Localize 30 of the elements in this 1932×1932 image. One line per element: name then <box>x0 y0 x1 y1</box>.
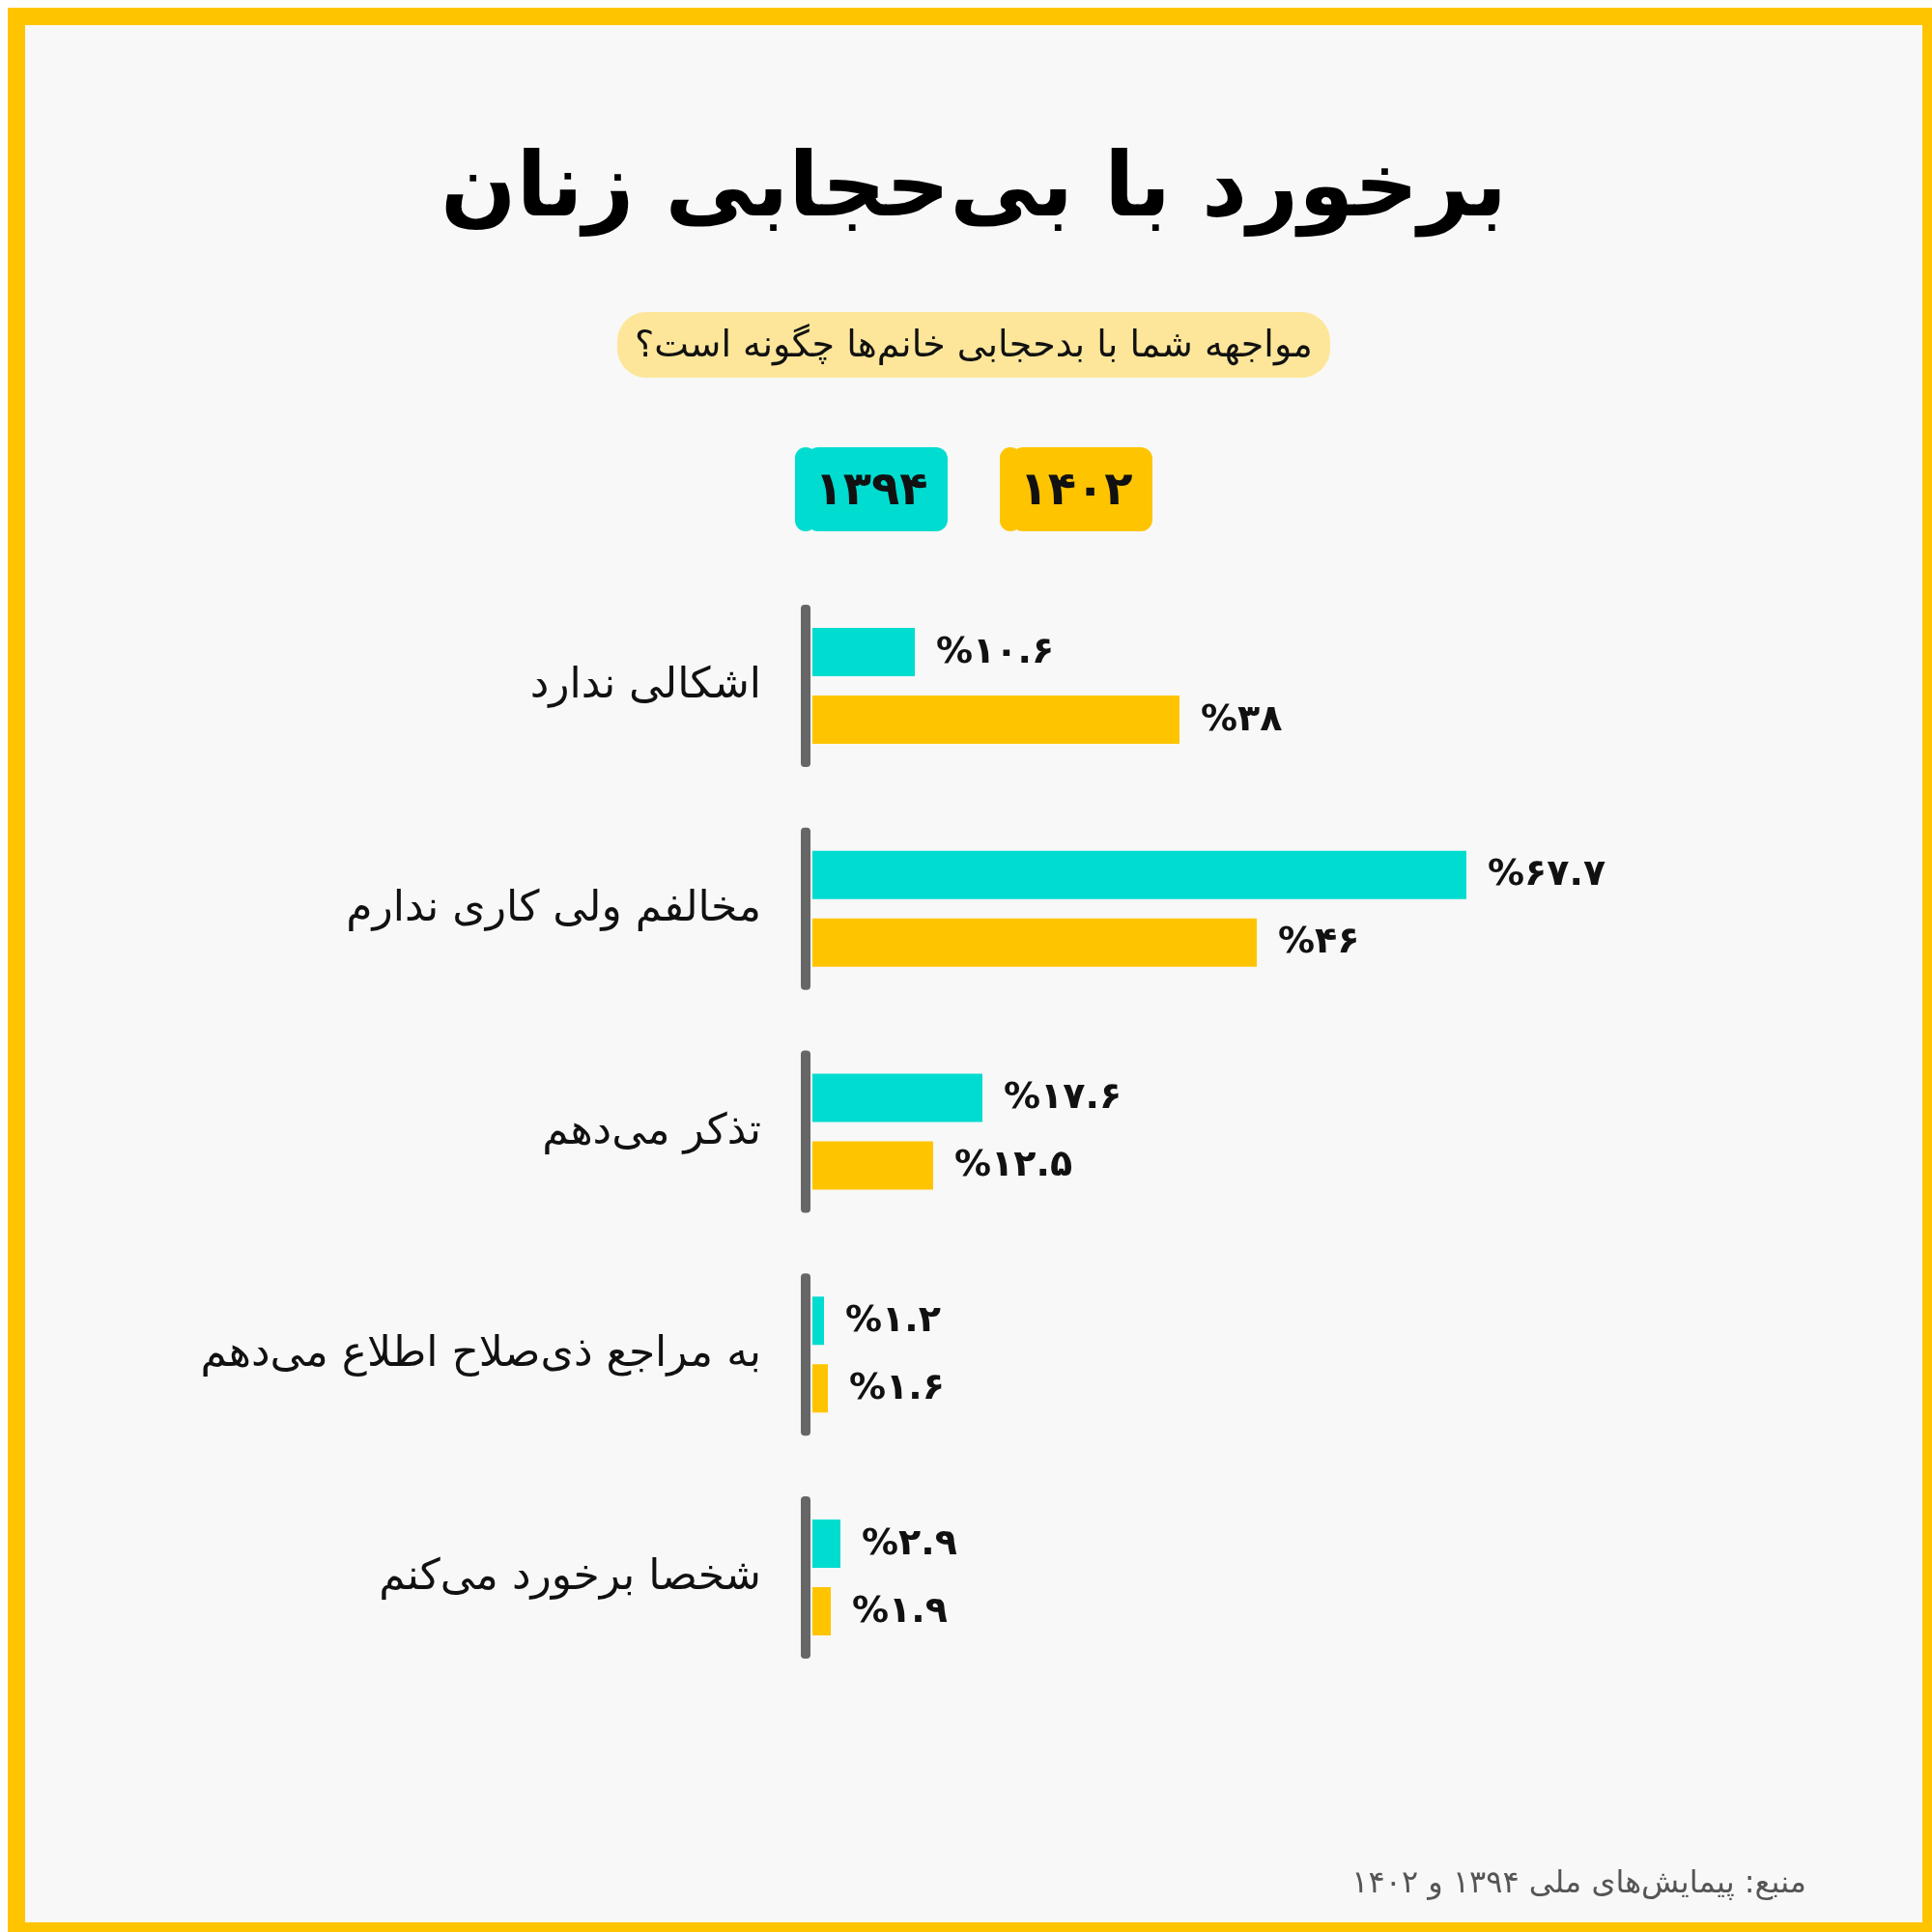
data-label: %۱۲.۵ <box>954 1142 1073 1184</box>
data-label: %۱.۶ <box>849 1364 945 1407</box>
bar <box>812 1587 831 1635</box>
y-tick-label: شخصا برخورد می‌کنم <box>379 1549 761 1600</box>
bar <box>812 918 1257 967</box>
bar <box>812 1073 982 1122</box>
bar <box>812 850 1466 899</box>
data-label: %۲.۹ <box>862 1520 957 1563</box>
data-label: %۶۷.۷ <box>1488 851 1606 895</box>
data-label: %۱۰.۶ <box>936 628 1055 671</box>
bar <box>812 1364 828 1413</box>
data-label: %۱۷.۶ <box>1004 1074 1122 1117</box>
data-label: %۱.۲ <box>845 1296 941 1340</box>
bar <box>812 628 915 676</box>
y-tick-label: به مراجع ذی‌صلاح اطلاع می‌دهم <box>200 1326 761 1378</box>
data-label: %۴۶ <box>1278 919 1360 962</box>
bar <box>812 1296 824 1346</box>
chart-subtitle: مواجهه شما با بدحجابی خانم‌ها چگونه است؟ <box>635 322 1313 366</box>
legend-label: ۱۳۹۴ <box>814 461 928 515</box>
text: منبع: پیمایش‌های ملی ۱۳۹۴ و ۱۴۰۲ <box>1351 1863 1806 1900</box>
y-tick-label: تذکر می‌دهم <box>542 1103 761 1154</box>
data-label: %۱.۹ <box>852 1587 948 1631</box>
y-tick-label: اشکالی ندارد <box>529 658 761 708</box>
y-tick-label: مخالفم ولی کاری ندارم <box>346 880 761 931</box>
data-label: %۳۸ <box>1201 696 1283 739</box>
bar <box>812 696 1179 744</box>
bar <box>812 1520 840 1568</box>
chart-title: برخورد با بی‌حجابی زنان <box>440 133 1508 239</box>
legend-label: ۱۴۰۲ <box>1019 461 1133 515</box>
bar <box>812 1141 933 1190</box>
